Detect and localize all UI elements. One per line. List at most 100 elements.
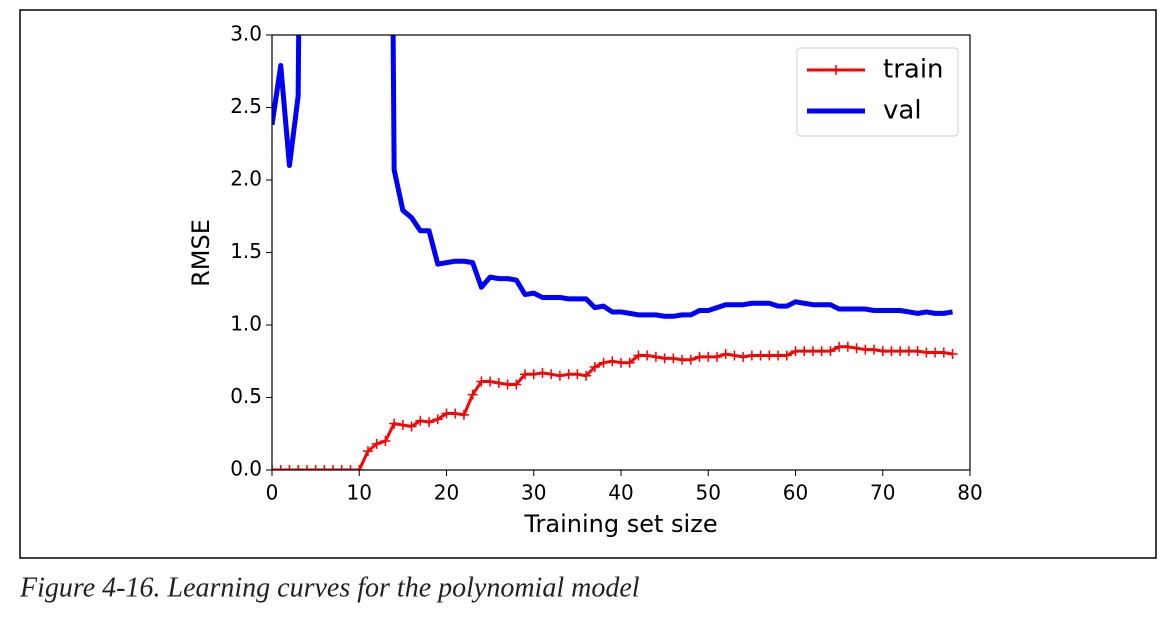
marker	[947, 349, 958, 359]
marker	[764, 350, 775, 361]
marker	[345, 465, 356, 470]
marker	[930, 347, 941, 358]
x-tick-label: 0	[266, 481, 279, 505]
x-tick-label: 70	[870, 481, 895, 505]
marker	[293, 465, 304, 470]
marker	[616, 357, 626, 368]
marker	[328, 465, 339, 470]
marker	[790, 346, 801, 357]
x-tick-label: 20	[434, 481, 459, 505]
marker	[389, 418, 400, 429]
marker	[406, 421, 417, 432]
marker	[589, 362, 600, 373]
marker	[903, 346, 914, 357]
marker	[633, 350, 644, 361]
marker	[284, 465, 295, 470]
marker	[380, 436, 391, 446]
marker	[319, 465, 330, 470]
marker	[424, 417, 435, 428]
marker	[485, 376, 496, 387]
marker	[563, 369, 574, 380]
marker	[354, 465, 365, 470]
marker	[476, 376, 487, 387]
marker	[336, 465, 347, 470]
plot-area	[272, 35, 958, 470]
marker	[807, 346, 818, 357]
marker	[938, 347, 949, 358]
y-tick-label: 1.5	[230, 239, 262, 263]
y-tick-label: 0.0	[230, 457, 262, 481]
marker	[738, 351, 749, 362]
x-tick-label: 60	[783, 481, 808, 505]
x-tick-label: 10	[347, 481, 372, 505]
marker	[755, 350, 766, 361]
y-tick-label: 3.0	[230, 22, 262, 46]
marker	[703, 351, 714, 362]
marker	[851, 343, 862, 354]
marker	[450, 408, 461, 419]
marker	[502, 379, 513, 390]
marker	[773, 350, 784, 361]
y-tick-label: 2.5	[230, 94, 262, 118]
marker	[310, 465, 321, 470]
x-tick-label: 40	[608, 481, 633, 505]
y-tick-label: 1.0	[230, 312, 262, 336]
marker	[441, 408, 452, 419]
marker	[397, 420, 408, 431]
marker	[572, 369, 583, 380]
marker	[877, 346, 888, 357]
marker	[511, 379, 522, 390]
marker	[301, 465, 312, 470]
marker	[685, 354, 696, 365]
marker	[834, 341, 845, 352]
marker	[642, 350, 653, 361]
marker	[860, 344, 871, 355]
marker	[720, 349, 731, 359]
marker	[799, 346, 810, 357]
x-tick-label: 50	[696, 481, 721, 505]
legend-marker	[831, 65, 841, 75]
marker	[275, 465, 286, 470]
marker	[607, 356, 618, 367]
marker	[537, 367, 548, 378]
marker	[677, 354, 688, 365]
legend-label: val	[883, 96, 922, 126]
marker	[371, 438, 382, 449]
marker	[746, 350, 757, 361]
marker	[554, 370, 565, 381]
marker	[598, 357, 609, 368]
legend-label: train	[883, 55, 944, 85]
marker	[467, 389, 478, 400]
marker	[493, 378, 504, 388]
marker	[624, 357, 635, 368]
marker	[711, 351, 722, 362]
marker	[415, 415, 426, 426]
x-axis-label: Training set size	[523, 510, 717, 538]
figure-caption: Figure 4-16. Learning curves for the pol…	[19, 572, 640, 603]
marker	[546, 369, 557, 380]
y-tick-label: 0.5	[230, 384, 262, 408]
marker	[921, 347, 932, 358]
marker	[895, 346, 906, 357]
marker	[668, 353, 679, 364]
marker	[816, 346, 827, 357]
x-tick-label: 30	[521, 481, 546, 505]
line-val	[272, 35, 953, 319]
y-axis-label: RMSE	[187, 219, 215, 287]
marker	[694, 351, 705, 362]
marker	[650, 351, 661, 362]
figure-frame	[19, 9, 1157, 559]
marker	[869, 344, 880, 355]
marker	[520, 369, 531, 380]
marker	[432, 414, 443, 425]
marker	[912, 346, 923, 357]
marker	[528, 369, 539, 380]
y-tick-label: 2.0	[230, 167, 262, 191]
marker	[886, 346, 897, 357]
marker	[842, 341, 853, 352]
marker	[581, 370, 592, 381]
marker	[729, 350, 740, 361]
marker	[362, 446, 373, 457]
x-tick-label: 80	[957, 481, 982, 505]
